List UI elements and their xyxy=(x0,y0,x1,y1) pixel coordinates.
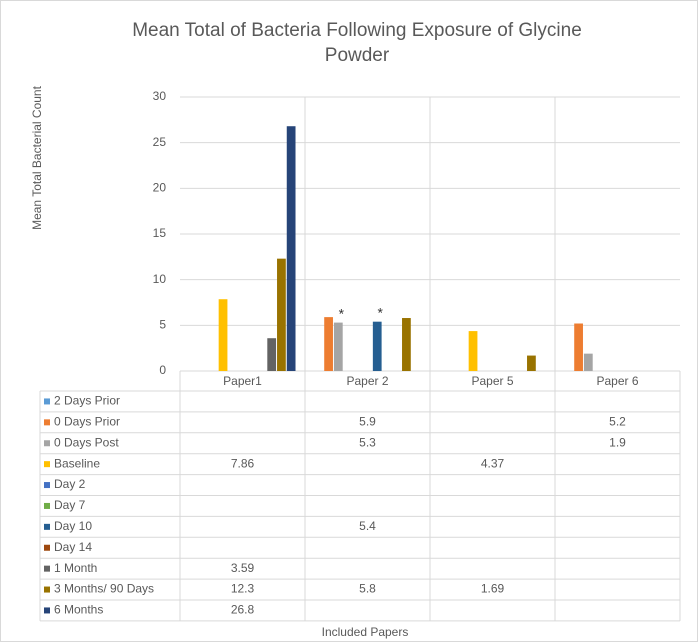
bar xyxy=(527,355,536,371)
x-tick-label: Paper 5 xyxy=(471,374,513,388)
table-value: 3.59 xyxy=(231,561,255,575)
x-tick-label: Paper 6 xyxy=(596,374,638,388)
legend-swatch xyxy=(44,398,50,405)
legend-label: 3 Months/ 90 Days xyxy=(54,582,154,596)
legend-swatch xyxy=(44,502,50,509)
table-value: 26.8 xyxy=(231,603,255,617)
table-value: 7.86 xyxy=(231,456,255,470)
table-value: 5.8 xyxy=(359,582,376,596)
bar xyxy=(583,353,593,371)
bar xyxy=(372,321,382,371)
legend-label: 2 Days Prior xyxy=(54,394,120,408)
legend-label: 0 Days Post xyxy=(54,435,119,449)
bar xyxy=(574,323,583,371)
legend-swatch xyxy=(44,586,50,593)
y-axis-label: Mean Total Bacterial Count xyxy=(30,85,44,230)
table-value: 5.4 xyxy=(359,519,376,533)
table-value: 12.3 xyxy=(231,582,255,596)
legend-swatch xyxy=(44,440,50,447)
legend-swatch xyxy=(44,461,50,468)
legend-label: 0 Days Prior xyxy=(54,415,120,429)
legend-label: Day 10 xyxy=(54,519,92,533)
y-tick-label: 5 xyxy=(159,318,166,332)
y-tick-label: 10 xyxy=(153,272,167,286)
table-value: 4.37 xyxy=(481,456,505,470)
y-tick-label: 30 xyxy=(153,89,167,103)
legend-swatch xyxy=(44,544,50,551)
legend-swatch xyxy=(44,565,50,572)
bar xyxy=(277,258,286,371)
x-tick-label: Paper1 xyxy=(223,374,262,388)
legend-swatch xyxy=(44,523,50,530)
x-tick-label: Paper 2 xyxy=(346,374,388,388)
legend-swatch xyxy=(44,607,50,614)
table-value: 1.69 xyxy=(481,582,505,596)
legend-label: Day 2 xyxy=(54,477,86,491)
legend-label: Day 14 xyxy=(54,540,92,554)
bar xyxy=(333,322,343,371)
legend-swatch xyxy=(44,482,50,489)
bar xyxy=(468,331,478,371)
y-tick-label: 0 xyxy=(159,363,166,377)
y-tick-label: 25 xyxy=(153,135,167,149)
table-value: 5.9 xyxy=(359,415,376,429)
annotation: * xyxy=(339,305,345,321)
legend-label: Day 7 xyxy=(54,498,86,512)
table-value: 5.2 xyxy=(609,415,626,429)
bar xyxy=(402,318,411,371)
bar xyxy=(267,338,277,371)
y-tick-label: 15 xyxy=(153,226,167,240)
chart-title: Mean Total of Bacteria Following Exposur… xyxy=(132,20,582,41)
bar xyxy=(324,317,333,371)
legend-label: 6 Months xyxy=(54,603,103,617)
legend-swatch xyxy=(44,419,50,426)
x-axis-label: Included Papers xyxy=(322,625,409,639)
y-tick-label: 20 xyxy=(153,181,167,195)
bar xyxy=(286,126,296,371)
table-value: 5.3 xyxy=(359,435,376,449)
legend-label: 1 Month xyxy=(54,561,97,575)
legend-label: Baseline xyxy=(54,456,100,470)
chart-title: Powder xyxy=(325,45,390,66)
bar xyxy=(218,299,228,371)
table-value: 1.9 xyxy=(609,435,626,449)
annotation: * xyxy=(378,304,384,320)
